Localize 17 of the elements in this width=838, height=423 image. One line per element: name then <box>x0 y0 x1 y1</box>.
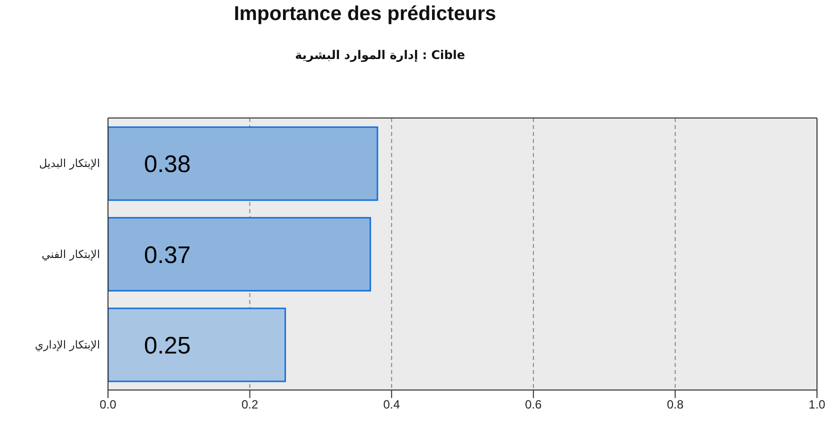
bar <box>108 308 286 382</box>
data-label: 0.25 <box>144 332 191 360</box>
y-tick-label: الإبتكار البديل <box>39 157 100 170</box>
y-tick-label: الإبتكار الفني <box>42 248 100 261</box>
y-tick-label: الإبتكار الإداري <box>34 338 100 352</box>
chart-subtitle: Cible : إدارة الموارد البشرية <box>294 48 466 62</box>
x-tick-label: 0.4 <box>383 398 400 412</box>
chart-title: Importance des prédicteurs <box>232 3 498 26</box>
data-label: 0.38 <box>144 151 191 178</box>
x-tick-label: 0.2 <box>241 398 258 412</box>
x-tick-label: 0.0 <box>100 398 117 412</box>
bar <box>108 126 378 201</box>
data-label: 0.37 <box>144 242 191 269</box>
bar <box>108 216 372 292</box>
x-tick-label: 0.6 <box>525 398 542 412</box>
x-tick-label: 0.8 <box>666 398 684 412</box>
x-tick-label: 1.0 <box>808 398 826 412</box>
